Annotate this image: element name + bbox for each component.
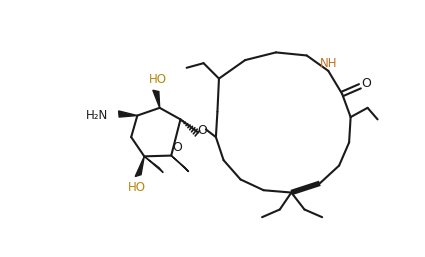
Text: HO: HO bbox=[128, 181, 146, 194]
Text: NH: NH bbox=[320, 57, 337, 70]
Polygon shape bbox=[119, 111, 137, 117]
Polygon shape bbox=[153, 90, 160, 108]
Text: O: O bbox=[197, 124, 207, 137]
Text: H₂N: H₂N bbox=[86, 109, 108, 122]
Polygon shape bbox=[135, 156, 144, 177]
Polygon shape bbox=[144, 156, 163, 173]
Text: HO: HO bbox=[149, 73, 167, 86]
Text: O: O bbox=[361, 77, 371, 90]
Text: O: O bbox=[173, 141, 182, 154]
Polygon shape bbox=[171, 155, 189, 172]
